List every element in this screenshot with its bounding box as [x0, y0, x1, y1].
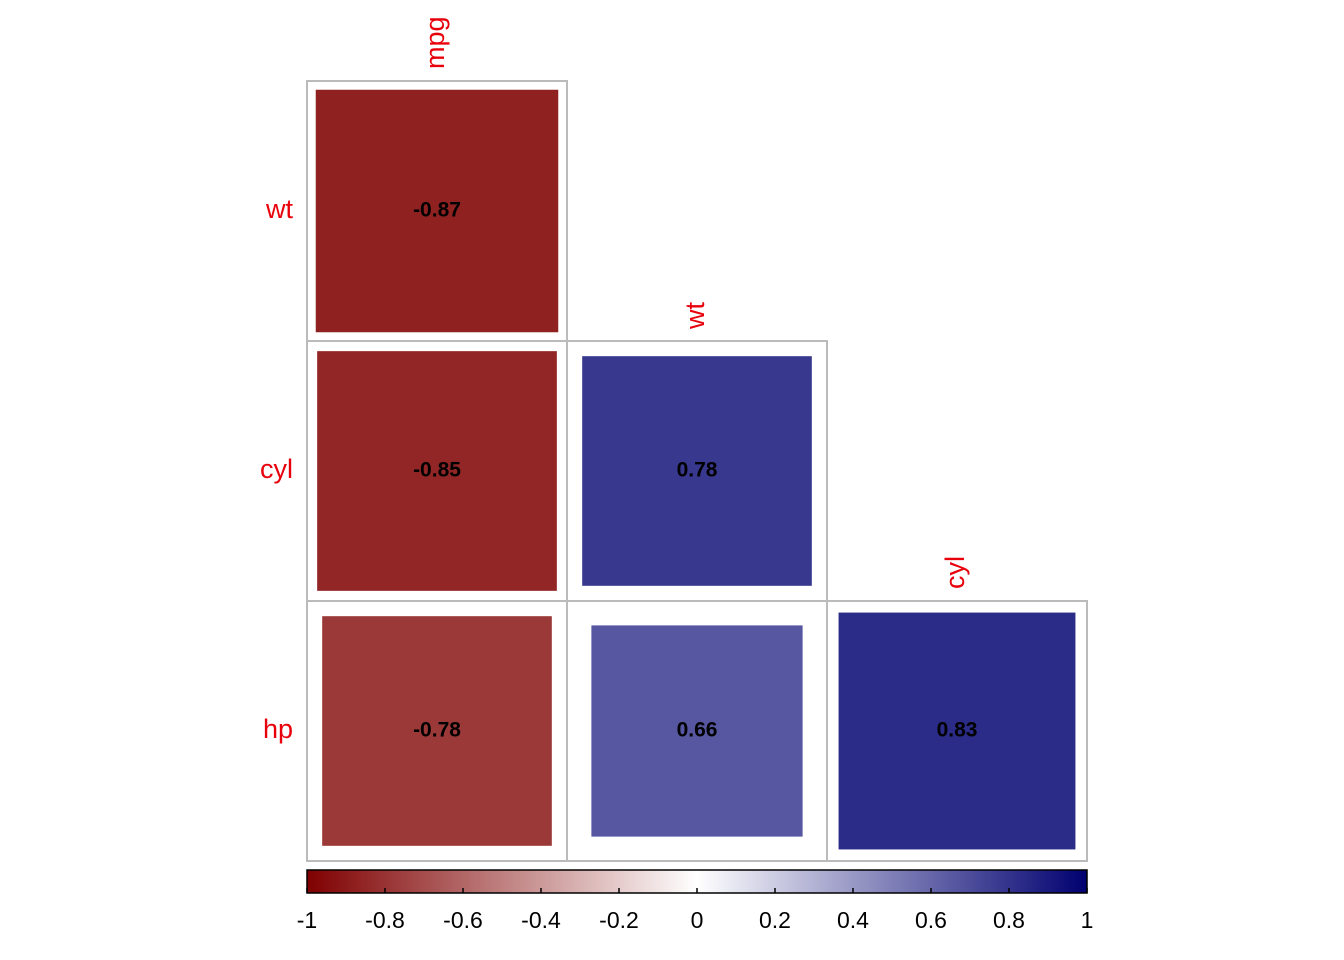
column-label: mpg — [420, 16, 450, 69]
colorbar-tick-label: 0.6 — [915, 907, 947, 933]
colorbar-tick-label: 0 — [691, 907, 704, 933]
corr-value: -0.78 — [413, 719, 461, 742]
column-label: cyl — [940, 556, 970, 589]
corr-value: 0.66 — [677, 719, 718, 742]
corr-value: -0.87 — [413, 199, 461, 222]
row-label: hp — [263, 714, 293, 744]
colorbar-tick-label: -0.4 — [521, 907, 561, 933]
colorbar-tick-label: 0.4 — [837, 907, 869, 933]
colorbar-tick-label: 0.2 — [759, 907, 791, 933]
colorbar-tick-label: 1 — [1081, 907, 1094, 933]
colorbar-tick-label: -0.8 — [365, 907, 405, 933]
corr-value: 0.78 — [677, 459, 718, 482]
corr-square — [591, 625, 803, 837]
corr-square — [315, 89, 559, 333]
corr-square — [322, 616, 552, 846]
corr-square — [317, 351, 557, 591]
corr-square — [582, 356, 812, 586]
colorbar-tick-label: -0.2 — [599, 907, 639, 933]
corr-square — [838, 612, 1076, 850]
column-label: wt — [680, 302, 710, 330]
cell-border — [826, 600, 1088, 862]
row-label: cyl — [260, 454, 293, 484]
corr-value: -0.85 — [413, 459, 461, 482]
colorbar-tick-label: 0.8 — [993, 907, 1025, 933]
row-label: wt — [265, 194, 293, 224]
colorbar-tick-label: -0.6 — [443, 907, 483, 933]
corr-value: 0.83 — [937, 719, 978, 742]
colorbar-tick-label: -1 — [297, 907, 317, 933]
